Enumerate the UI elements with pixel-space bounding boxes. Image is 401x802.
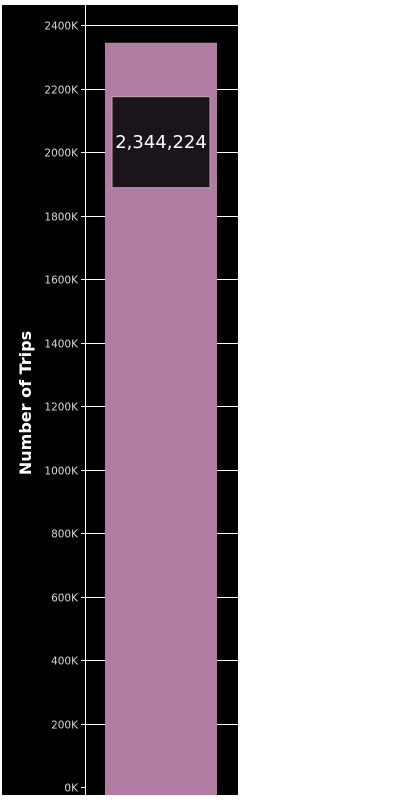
y-tick-label: 600K [51,593,79,605]
y-axis-title: Number of Trips [16,331,35,475]
bar-chart: 0K 200K 400K 600K 800K 1000K 1200K 1400K 1600K 18… [16,5,238,795]
data-label-box [111,96,211,189]
y-tick-label: 1000K [44,466,79,478]
y-tick-label: 0K [64,783,79,795]
y-tick-label: 1400K [44,339,79,351]
y-tick-label: 2400K [44,21,79,33]
y-tick-label: 800K [51,529,79,541]
y-tick-label: 200K [51,720,79,732]
y-axis-ticks: 0K 200K 400K 600K 800K 1000K 1200K 1400K 1600K 18… [44,21,86,795]
data-labels: 2,344,224 [111,96,211,189]
y-tick-label: 1600K [44,275,79,287]
data-label: 2,344,224 [115,132,207,153]
y-tick-label: 2200K [44,85,79,97]
y-tick-label: 1200K [44,402,79,414]
chart-panel: 0K 200K 400K 600K 800K 1000K 1200K 1400K 1600K 18… [2,5,238,795]
y-tick-label: 2000K [44,148,79,160]
y-tick-label: 1800K [44,212,79,224]
y-tick-label: 400K [51,656,79,668]
